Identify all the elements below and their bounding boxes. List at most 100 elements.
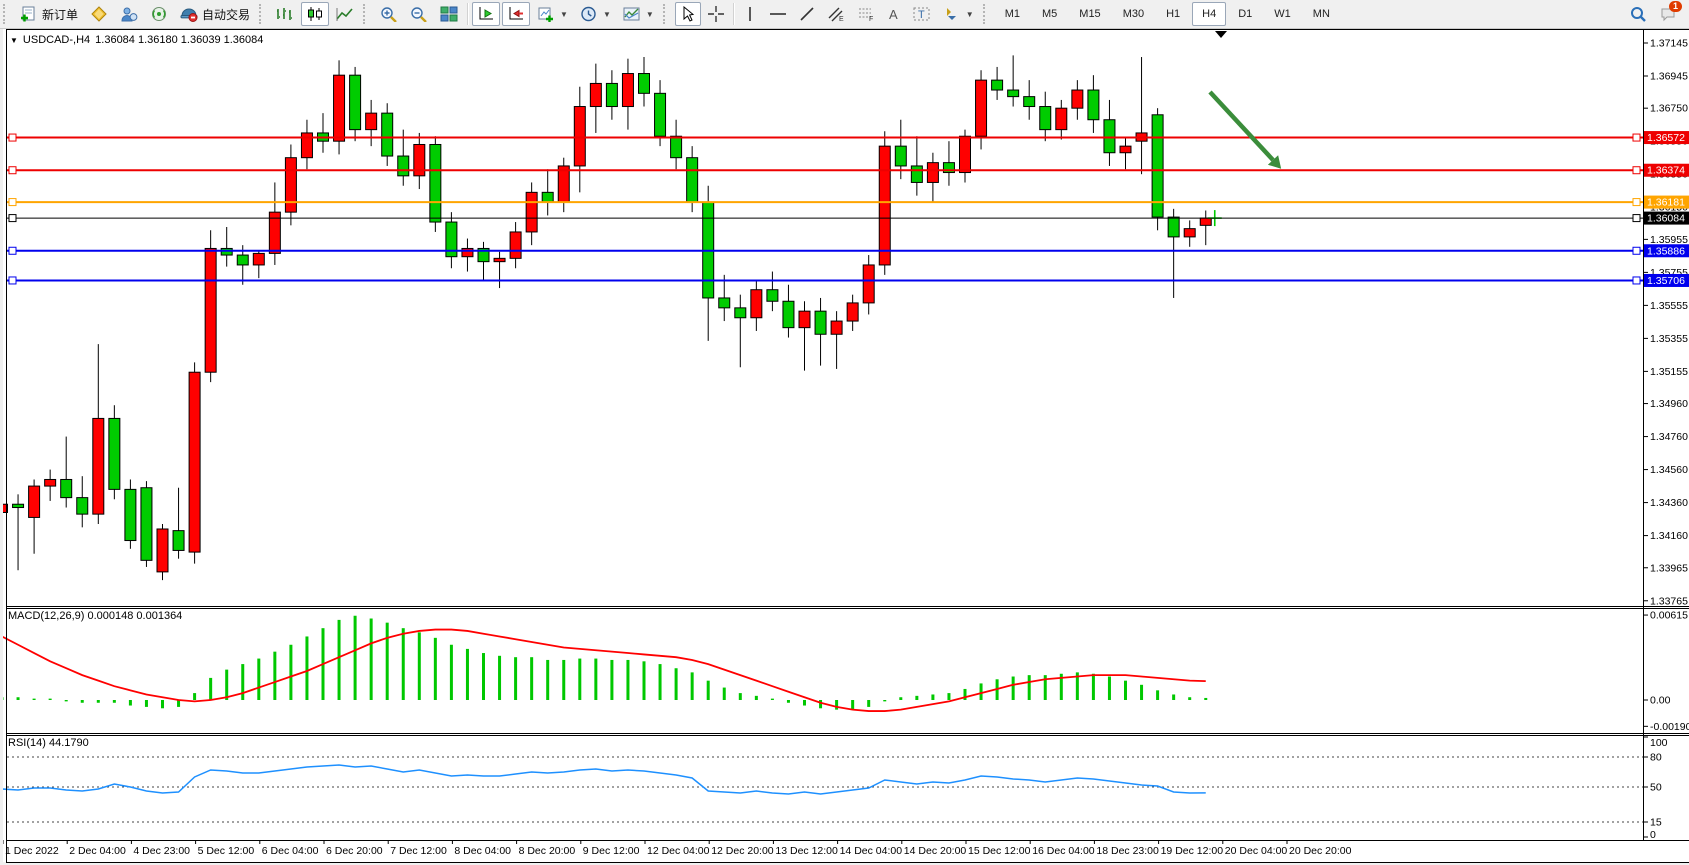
timeframe-w1-button[interactable]: W1 <box>1274 8 1291 20</box>
text-button[interactable]: A <box>882 2 906 26</box>
toolbar-separator <box>467 3 469 25</box>
svg-text:1.33965: 1.33965 <box>1650 562 1688 574</box>
candlestick-chart-icon <box>306 6 324 22</box>
chevron-down-icon[interactable]: ▼ <box>10 35 18 45</box>
timeframe-mn-button[interactable]: MN <box>1312 8 1330 20</box>
market-button[interactable] <box>85 2 113 26</box>
chevron-down-icon: ▼ <box>602 9 611 19</box>
svg-text:1.35555: 1.35555 <box>1650 300 1688 312</box>
svg-text:A: A <box>889 7 898 22</box>
svg-text:15: 15 <box>1650 817 1662 829</box>
equidistant-channel-button[interactable]: E <box>822 2 850 26</box>
chevron-down-icon: ▼ <box>560 9 568 19</box>
new-order-label: 新订单 <box>42 7 79 22</box>
autotrading-button[interactable]: 自动交易 <box>175 2 255 26</box>
svg-text:1.36945: 1.36945 <box>1650 71 1688 83</box>
toolbar-separator <box>732 3 734 25</box>
timeframe-m30-button[interactable]: M30 <box>1122 8 1145 20</box>
svg-text:0.00: 0.00 <box>1650 695 1671 707</box>
signals-button[interactable] <box>145 2 173 26</box>
chart-canvas[interactable]: 1.371451.369451.367501.365501.363501.361… <box>3 29 1689 865</box>
symbol-period-label: USDCAD-,H4 <box>22 34 91 46</box>
svg-text:14 Dec 20:00: 14 Dec 20:00 <box>904 845 967 857</box>
svg-text:20 Dec 04:00: 20 Dec 04:00 <box>1225 845 1288 857</box>
auto-scroll-icon <box>477 6 495 22</box>
toolbar-grip <box>363 4 371 24</box>
arrows-button[interactable]: ▼ <box>938 2 979 26</box>
svg-text:F: F <box>869 16 873 22</box>
svg-text:1.36572: 1.36572 <box>1647 132 1685 144</box>
svg-text:80: 80 <box>1650 752 1662 764</box>
chart-shift-button[interactable] <box>502 2 531 26</box>
autotrading-label: 自动交易 <box>202 7 251 22</box>
bar-chart-button[interactable] <box>271 2 299 26</box>
timeframe-m5-button[interactable]: M5 <box>1042 8 1058 20</box>
periods-icon <box>580 6 598 22</box>
rsi-indicator-label: RSI(14) 44.1790 <box>8 737 89 749</box>
svg-text:8 Dec 20:00: 8 Dec 20:00 <box>519 845 576 857</box>
timeframe-m15-button[interactable]: M15 <box>1079 8 1101 20</box>
new-order-button[interactable]: 新订单 <box>15 2 83 26</box>
timeframe-d1-button[interactable]: D1 <box>1238 8 1253 20</box>
fibonacci-button[interactable]: F <box>852 2 880 26</box>
new-order-icon <box>20 6 38 22</box>
chart-window[interactable]: 1.371451.369451.367501.365501.363501.361… <box>3 29 1689 865</box>
text-icon: A <box>887 6 901 22</box>
toolbar: 新订单 自动交易 <box>0 0 1689 29</box>
svg-text:E: E <box>839 16 844 22</box>
line-chart-icon <box>336 6 354 22</box>
text-label-icon: T <box>913 6 931 22</box>
svg-text:1.36084: 1.36084 <box>1647 213 1685 225</box>
text-label-button[interactable]: T <box>908 2 936 26</box>
svg-text:1.37145: 1.37145 <box>1650 38 1688 50</box>
templates-icon <box>623 6 641 22</box>
macd-indicator-label: MACD(12,26,9) 0.000148 0.001364 <box>8 610 183 622</box>
timeframe-h1-button[interactable]: H1 <box>1166 8 1181 20</box>
svg-text:50: 50 <box>1650 782 1662 794</box>
tile-windows-icon <box>440 6 458 22</box>
svg-text:7 Dec 12:00: 7 Dec 12:00 <box>390 845 447 857</box>
auto-scroll-button[interactable] <box>472 2 501 26</box>
timeframe-m1-button[interactable]: M1 <box>1004 8 1020 20</box>
templates-button[interactable]: ▼ <box>618 2 659 26</box>
svg-text:1.35355: 1.35355 <box>1650 333 1688 345</box>
svg-text:1.36374: 1.36374 <box>1647 165 1685 177</box>
svg-text:T: T <box>918 9 925 21</box>
svg-text:18 Dec 23:00: 18 Dec 23:00 <box>1096 845 1159 857</box>
candlestick-chart-button[interactable] <box>301 2 330 26</box>
toolbar-grip <box>662 4 671 24</box>
trendline-button[interactable] <box>794 2 820 26</box>
svg-text:1.34960: 1.34960 <box>1650 398 1688 410</box>
periods-button[interactable]: ▼ <box>575 2 616 26</box>
chevron-down-icon: ▼ <box>965 9 974 19</box>
crosshair-button[interactable] <box>703 2 729 26</box>
horizontal-line-icon <box>769 6 787 22</box>
svg-text:1.35886: 1.35886 <box>1647 245 1685 257</box>
svg-text:1.36750: 1.36750 <box>1650 103 1688 115</box>
svg-text:12 Dec 04:00: 12 Dec 04:00 <box>647 845 710 857</box>
notifications-button[interactable]: 1 <box>1654 1 1682 26</box>
horizontal-line-button[interactable] <box>764 2 792 26</box>
macd-values: 0.000148 0.001364 <box>87 610 183 622</box>
community-button[interactable] <box>115 2 143 26</box>
vertical-line-icon <box>743 6 757 22</box>
zoom-out-button[interactable] <box>405 2 433 26</box>
svg-text:6 Dec 04:00: 6 Dec 04:00 <box>262 845 319 857</box>
svg-text:12 Dec 20:00: 12 Dec 20:00 <box>711 845 774 857</box>
svg-text:4 Dec 23:00: 4 Dec 23:00 <box>133 845 190 857</box>
toolbar-grip <box>982 4 991 24</box>
search-button[interactable] <box>1624 2 1652 26</box>
indicators-button[interactable]: ▼ <box>532 2 573 26</box>
svg-text:1.34360: 1.34360 <box>1650 497 1688 509</box>
zoom-in-button[interactable] <box>375 2 403 26</box>
zoom-in-icon <box>380 6 398 22</box>
tile-windows-button[interactable] <box>435 2 463 26</box>
chart-shift-icon <box>507 6 525 22</box>
svg-text:1.33765: 1.33765 <box>1650 595 1688 607</box>
vertical-line-button[interactable] <box>738 2 762 26</box>
line-chart-button[interactable] <box>331 2 359 26</box>
timeframe-h4-button[interactable]: H4 <box>1192 2 1227 26</box>
svg-text:-0.001906: -0.001906 <box>1650 721 1689 733</box>
cursor-button[interactable] <box>674 2 701 26</box>
